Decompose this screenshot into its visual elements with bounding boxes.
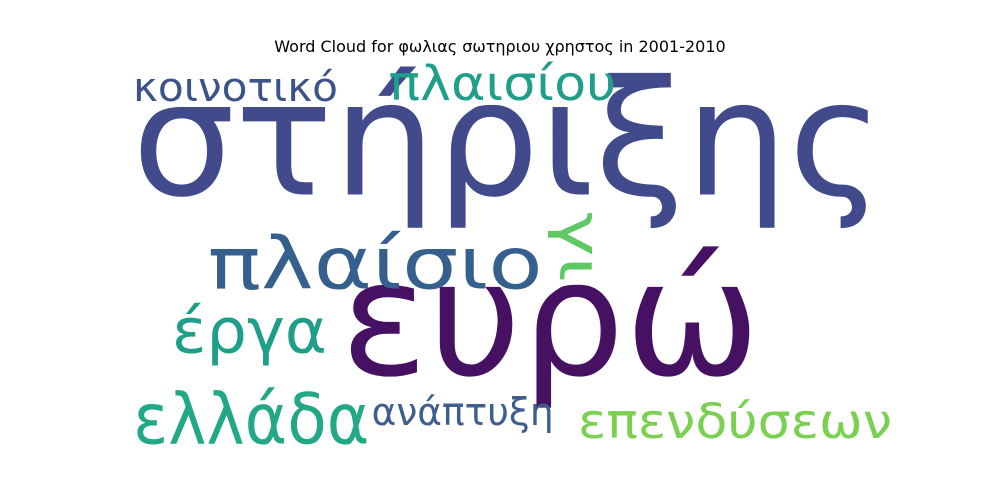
word-7: πλαισίου	[388, 55, 616, 112]
word-3: πλαίσιο	[208, 221, 543, 307]
word-10: γι	[545, 212, 613, 282]
word-2: ευρώ	[339, 227, 760, 413]
chart-title: Word Cloud for φωλιας σωτηριου χρηστος i…	[274, 37, 726, 56]
word-5: έργα	[171, 294, 327, 368]
word-9: ανάπτυξη	[371, 389, 554, 435]
word-4: ελλάδα	[132, 378, 369, 461]
word-6: επενδύσεων	[577, 393, 892, 450]
word-8: κοινοτικό	[132, 64, 338, 112]
word-1: στήριξης	[131, 46, 884, 233]
